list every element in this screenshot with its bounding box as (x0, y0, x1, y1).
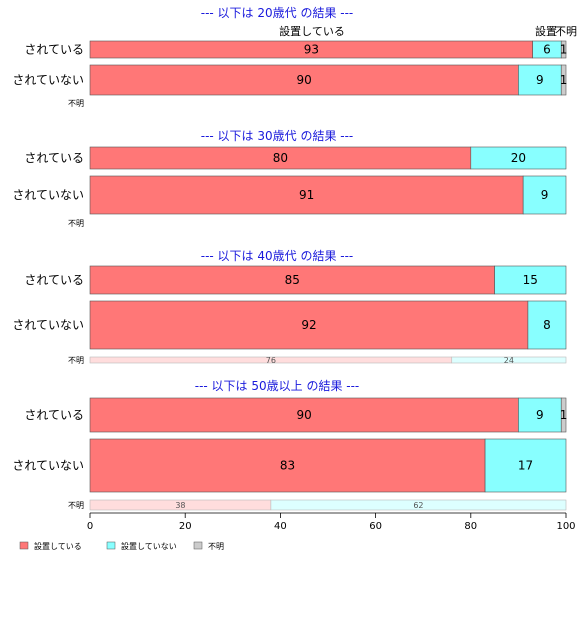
data-label: 38 (175, 501, 185, 510)
x-tick-label: 40 (274, 521, 287, 532)
bar-segment (560, 64, 567, 96)
legend-label: 不明 (208, 542, 224, 551)
row-label: されていない (12, 73, 84, 87)
data-label: 1 (560, 408, 568, 422)
legend-label: 設置している (34, 541, 82, 551)
row-label: されていない (12, 188, 84, 202)
row-label: されている (24, 43, 84, 57)
panel-title: --- 以下は 30歳代 の結果 --- (201, 129, 354, 143)
bar-segment (270, 499, 567, 511)
data-label: 15 (523, 273, 538, 287)
bar-segment (494, 265, 567, 295)
bar-segment (518, 397, 562, 433)
bar-segment (451, 356, 567, 364)
data-label: 90 (297, 73, 312, 87)
legend-swatch (106, 541, 116, 550)
column-label: 設置している (279, 24, 345, 38)
bar-segment (484, 438, 567, 493)
x-tick-label: 0 (87, 521, 93, 532)
row-label: されていない (12, 459, 84, 473)
data-label: 20 (511, 151, 526, 165)
row-label: 不明 (68, 219, 84, 228)
data-label: 6 (543, 43, 551, 57)
bar-segment (89, 397, 519, 433)
legend-swatch (193, 541, 203, 550)
data-label: 17 (518, 459, 533, 473)
data-label: 8 (543, 318, 551, 332)
bar-segment (522, 175, 567, 215)
data-label: 62 (413, 501, 423, 510)
row-label: されている (24, 151, 84, 165)
data-label: 1 (560, 73, 568, 87)
data-label: 9 (541, 188, 549, 202)
column-label: 不明 (555, 25, 577, 38)
row-label: されている (24, 273, 84, 287)
data-label: 85 (285, 273, 300, 287)
legend-swatch (19, 541, 29, 550)
bar-segment (89, 175, 524, 215)
x-tick-label: 80 (464, 521, 477, 532)
data-label: 76 (266, 356, 276, 365)
column-label: 設置 (535, 24, 557, 38)
data-label: 9 (536, 408, 544, 422)
bar-segment (470, 146, 567, 170)
bar-segment (527, 300, 567, 350)
data-label: 83 (280, 459, 295, 473)
data-label: 24 (504, 356, 514, 365)
data-label: 9 (536, 73, 544, 87)
bar-segment (560, 397, 567, 433)
x-tick-label: 60 (369, 521, 382, 532)
x-tick-label: 20 (179, 521, 192, 532)
row-label: されていない (12, 318, 84, 332)
bar-segment (89, 438, 486, 493)
panel-title: --- 以下は 50歳以上 の結果 --- (195, 379, 360, 393)
data-label: 80 (273, 151, 288, 165)
bar-segment (560, 40, 567, 59)
bar-segment (518, 64, 562, 96)
bar-segment (89, 265, 495, 295)
data-label: 92 (301, 318, 316, 332)
legend-label: 設置していない (121, 541, 177, 551)
x-tick-label: 100 (556, 521, 575, 532)
data-label: 1 (560, 43, 568, 57)
panel-title: --- 以下は 20歳代 の結果 --- (201, 6, 354, 20)
data-label: 93 (304, 43, 319, 57)
row-label: 不明 (68, 501, 84, 510)
data-label: 90 (297, 408, 312, 422)
data-label: 91 (299, 188, 314, 202)
row-label: 不明 (68, 99, 84, 108)
row-label: されている (24, 408, 84, 422)
panel-title: --- 以下は 40歳代 の結果 --- (201, 249, 354, 263)
row-label: 不明 (68, 356, 84, 365)
